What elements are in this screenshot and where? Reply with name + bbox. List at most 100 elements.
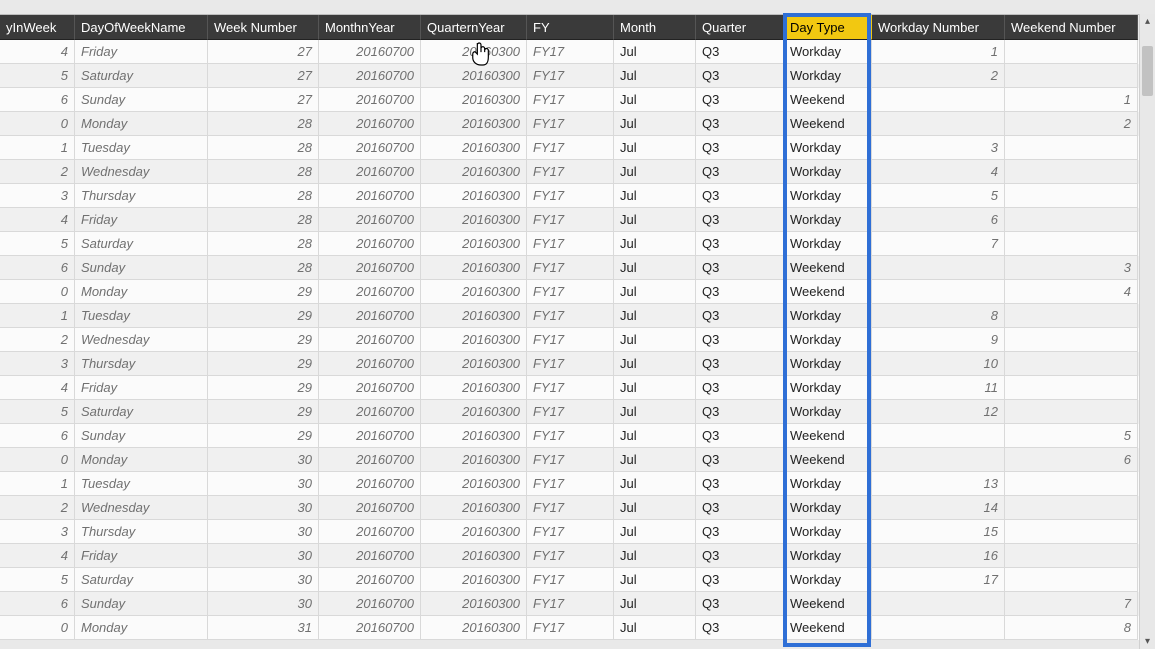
cell-workdayNumber[interactable]: 11 [872, 376, 1005, 400]
cell-quarter[interactable]: Q3 [696, 112, 784, 136]
table-row[interactable]: 4Friday282016070020160300FY17JulQ3Workda… [0, 208, 1140, 232]
cell-quarternYear[interactable]: 20160300 [421, 424, 527, 448]
cell-fy[interactable]: FY17 [527, 136, 614, 160]
cell-weekendNumber[interactable]: 7 [1005, 592, 1138, 616]
cell-workdayNumber[interactable] [872, 88, 1005, 112]
cell-dayType[interactable]: Weekend [784, 88, 872, 112]
cell-month[interactable]: Jul [614, 376, 696, 400]
cell-month[interactable]: Jul [614, 88, 696, 112]
cell-weekNumber[interactable]: 30 [208, 448, 319, 472]
cell-quarternYear[interactable]: 20160300 [421, 544, 527, 568]
cell-dayType[interactable]: Weekend [784, 616, 872, 640]
cell-quarternYear[interactable]: 20160300 [421, 616, 527, 640]
cell-weekNumber[interactable]: 29 [208, 400, 319, 424]
cell-workdayNumber[interactable] [872, 280, 1005, 304]
cell-dayType[interactable]: Weekend [784, 448, 872, 472]
cell-dayOfWeekName[interactable]: Wednesday [75, 328, 208, 352]
cell-monthnYear[interactable]: 20160700 [319, 40, 421, 64]
cell-dayType[interactable]: Weekend [784, 256, 872, 280]
cell-quarter[interactable]: Q3 [696, 280, 784, 304]
cell-workdayNumber[interactable]: 14 [872, 496, 1005, 520]
cell-quarternYear[interactable]: 20160300 [421, 112, 527, 136]
cell-fy[interactable]: FY17 [527, 160, 614, 184]
cell-dayType[interactable]: Workday [784, 352, 872, 376]
cell-dayType[interactable]: Workday [784, 520, 872, 544]
cell-dayInWeek[interactable]: 0 [0, 280, 75, 304]
cell-month[interactable]: Jul [614, 472, 696, 496]
column-header-month[interactable]: Month [614, 15, 696, 40]
cell-quarter[interactable]: Q3 [696, 328, 784, 352]
cell-workdayNumber[interactable] [872, 256, 1005, 280]
cell-monthnYear[interactable]: 20160700 [319, 64, 421, 88]
cell-quarter[interactable]: Q3 [696, 40, 784, 64]
cell-weekNumber[interactable]: 28 [208, 208, 319, 232]
cell-fy[interactable]: FY17 [527, 496, 614, 520]
cell-weekNumber[interactable]: 29 [208, 424, 319, 448]
cell-workdayNumber[interactable] [872, 424, 1005, 448]
cell-fy[interactable]: FY17 [527, 520, 614, 544]
cell-weekendNumber[interactable]: 5 [1005, 424, 1138, 448]
cell-fy[interactable]: FY17 [527, 232, 614, 256]
cell-monthnYear[interactable]: 20160700 [319, 88, 421, 112]
cell-dayInWeek[interactable]: 5 [0, 400, 75, 424]
cell-quarter[interactable]: Q3 [696, 448, 784, 472]
cell-fy[interactable]: FY17 [527, 616, 614, 640]
cell-dayInWeek[interactable]: 4 [0, 208, 75, 232]
table-row[interactable]: 1Tuesday282016070020160300FY17JulQ3Workd… [0, 136, 1140, 160]
cell-quarter[interactable]: Q3 [696, 400, 784, 424]
table-row[interactable]: 6Sunday272016070020160300FY17JulQ3Weeken… [0, 88, 1140, 112]
cell-quarternYear[interactable]: 20160300 [421, 568, 527, 592]
cell-dayOfWeekName[interactable]: Monday [75, 616, 208, 640]
cell-weekendNumber[interactable] [1005, 520, 1138, 544]
cell-monthnYear[interactable]: 20160700 [319, 592, 421, 616]
cell-dayInWeek[interactable]: 6 [0, 256, 75, 280]
cell-quarternYear[interactable]: 20160300 [421, 256, 527, 280]
scroll-down-arrow[interactable]: ▾ [1140, 634, 1155, 649]
cell-quarter[interactable]: Q3 [696, 472, 784, 496]
column-header-quarternYear[interactable]: QuarternYear [421, 15, 527, 40]
cell-weekendNumber[interactable]: 1 [1005, 88, 1138, 112]
cell-fy[interactable]: FY17 [527, 352, 614, 376]
cell-month[interactable]: Jul [614, 304, 696, 328]
table-row[interactable]: 0Monday282016070020160300FY17JulQ3Weeken… [0, 112, 1140, 136]
table-row[interactable]: 6Sunday282016070020160300FY17JulQ3Weeken… [0, 256, 1140, 280]
table-row[interactable]: 2Wednesday292016070020160300FY17JulQ3Wor… [0, 328, 1140, 352]
cell-fy[interactable]: FY17 [527, 40, 614, 64]
cell-workdayNumber[interactable] [872, 616, 1005, 640]
column-header-dayInWeek[interactable]: yInWeek [0, 15, 75, 40]
cell-weekNumber[interactable]: 31 [208, 616, 319, 640]
cell-workdayNumber[interactable]: 16 [872, 544, 1005, 568]
cell-weekendNumber[interactable]: 2 [1005, 112, 1138, 136]
cell-quarternYear[interactable]: 20160300 [421, 496, 527, 520]
cell-month[interactable]: Jul [614, 40, 696, 64]
cell-weekNumber[interactable]: 28 [208, 256, 319, 280]
cell-weekNumber[interactable]: 27 [208, 40, 319, 64]
cell-monthnYear[interactable]: 20160700 [319, 520, 421, 544]
table-row[interactable]: 6Sunday302016070020160300FY17JulQ3Weeken… [0, 592, 1140, 616]
cell-quarter[interactable]: Q3 [696, 136, 784, 160]
table-row[interactable]: 4Friday302016070020160300FY17JulQ3Workda… [0, 544, 1140, 568]
cell-dayOfWeekName[interactable]: Monday [75, 448, 208, 472]
cell-weekNumber[interactable]: 28 [208, 160, 319, 184]
cell-quarternYear[interactable]: 20160300 [421, 40, 527, 64]
cell-dayOfWeekName[interactable]: Sunday [75, 424, 208, 448]
vertical-scrollbar[interactable]: ▴ ▾ [1139, 14, 1155, 649]
cell-fy[interactable]: FY17 [527, 304, 614, 328]
cell-weekNumber[interactable]: 30 [208, 472, 319, 496]
cell-quarter[interactable]: Q3 [696, 232, 784, 256]
cell-workdayNumber[interactable]: 4 [872, 160, 1005, 184]
cell-monthnYear[interactable]: 20160700 [319, 232, 421, 256]
cell-month[interactable]: Jul [614, 208, 696, 232]
column-header-dayOfWeekName[interactable]: DayOfWeekName [75, 15, 208, 40]
cell-monthnYear[interactable]: 20160700 [319, 328, 421, 352]
cell-dayType[interactable]: Workday [784, 184, 872, 208]
cell-dayInWeek[interactable]: 2 [0, 328, 75, 352]
table-row[interactable]: 5Saturday282016070020160300FY17JulQ3Work… [0, 232, 1140, 256]
cell-dayType[interactable]: Workday [784, 64, 872, 88]
cell-monthnYear[interactable]: 20160700 [319, 256, 421, 280]
cell-month[interactable]: Jul [614, 592, 696, 616]
cell-monthnYear[interactable]: 20160700 [319, 184, 421, 208]
cell-dayInWeek[interactable]: 5 [0, 64, 75, 88]
scrollbar-thumb[interactable] [1142, 46, 1153, 96]
cell-monthnYear[interactable]: 20160700 [319, 136, 421, 160]
